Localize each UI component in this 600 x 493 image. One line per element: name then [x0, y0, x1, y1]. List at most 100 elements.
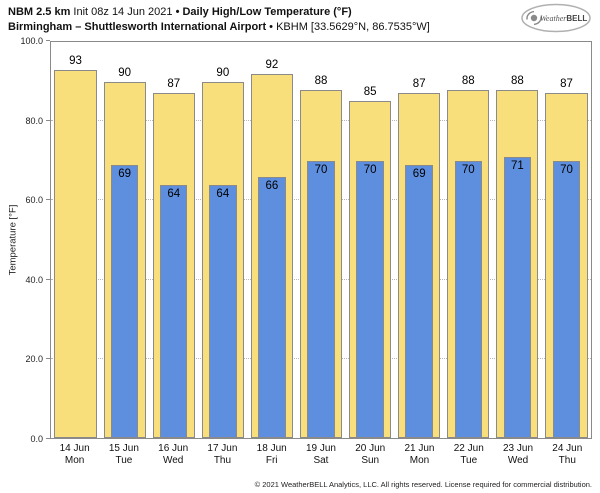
- y-tick-label: 100.0: [20, 36, 43, 46]
- high-value-label: 93: [69, 54, 82, 67]
- x-category-day: Thu: [213, 455, 232, 466]
- x-category-date: 21 Jun: [404, 443, 435, 454]
- y-tick-mark: [46, 278, 50, 280]
- y-axis-title: Temperature [°F]: [6, 41, 20, 439]
- x-category-date: 23 Jun: [503, 443, 534, 454]
- bar-group: 92 66: [247, 42, 296, 438]
- low-bar: [454, 160, 483, 438]
- high-value-label: 87: [412, 78, 426, 91]
- x-category-day: Sun: [361, 455, 380, 466]
- product-title: Daily High/Low Temperature (°F): [182, 6, 352, 18]
- x-category-label: 22 Jun Tue: [444, 443, 493, 473]
- y-tick-label: 20.0: [25, 354, 43, 365]
- weatherbell-logo: WeatherBELL: [520, 3, 592, 38]
- x-category-date: 14 Jun: [59, 443, 90, 454]
- x-category-day: Tue: [115, 455, 133, 466]
- x-category-label: 20 Jun Sun: [346, 443, 395, 473]
- low-bar: [503, 156, 532, 438]
- bar-group: 87 64: [149, 42, 198, 438]
- y-tick-mark: [46, 119, 50, 121]
- high-value-label: 90: [118, 66, 132, 79]
- x-category-date: 24 Jun: [552, 443, 583, 454]
- header-line-2: Birmingham – Shuttlesworth International…: [8, 20, 592, 35]
- init-time: Init 08z 14 Jun 2021: [73, 6, 173, 18]
- chart-header: NBM 2.5 km Init 08z 14 Jun 2021 • Daily …: [6, 3, 592, 38]
- high-value-label: 85: [363, 86, 377, 99]
- bar-group: 90 69: [100, 42, 149, 438]
- bar-group: 87 69: [395, 42, 444, 438]
- high-value-label: 87: [560, 78, 573, 91]
- y-axis-title-text: Temperature [°F]: [7, 204, 19, 276]
- bar-group: 87 70: [542, 42, 591, 438]
- low-value-label: 64: [216, 187, 230, 200]
- bar-group: 88 70: [444, 42, 493, 438]
- x-category-date: 15 Jun: [108, 443, 139, 454]
- x-category-label: 14 Jun Mon: [50, 443, 99, 473]
- bar-group: 93: [51, 42, 100, 438]
- y-tick-label: 0.0: [30, 434, 43, 444]
- bar-group: 85 70: [346, 42, 395, 438]
- low-bar: [356, 160, 384, 438]
- x-category-date: 22 Jun: [453, 443, 484, 454]
- high-value-label: 88: [461, 74, 475, 87]
- separator-bullet: •: [269, 21, 274, 33]
- x-category-day: Fri: [265, 455, 278, 466]
- hurricane-icon: [526, 10, 542, 26]
- low-value-label: 70: [560, 163, 573, 176]
- x-category-day: Wed: [507, 455, 529, 466]
- x-category-day: Mon: [64, 455, 85, 466]
- low-value-label: 69: [118, 167, 132, 180]
- y-tick-mark: [46, 40, 50, 41]
- x-category-day: Sat: [313, 455, 329, 466]
- separator-bullet: •: [175, 6, 180, 18]
- copyright-footer: © 2021 WeatherBELL Analytics, LLC. All r…: [254, 480, 592, 489]
- header-line-1: NBM 2.5 km Init 08z 14 Jun 2021 • Daily …: [8, 5, 592, 20]
- x-category-date: 16 Jun: [158, 443, 189, 454]
- x-category-date: 18 Jun: [256, 443, 287, 454]
- high-value-label: 90: [216, 66, 230, 79]
- logo-text: WeatherBELL: [540, 14, 587, 23]
- model-name: NBM 2.5 km: [8, 6, 71, 18]
- x-category-label: 16 Jun Wed: [149, 443, 198, 473]
- bar-group: 90 64: [198, 42, 247, 438]
- y-tick-label: 80.0: [25, 115, 43, 126]
- low-bar: [258, 176, 286, 438]
- bar-group: 88 71: [493, 42, 542, 438]
- x-category-label: 17 Jun Thu: [198, 443, 247, 473]
- high-low-temperature-bar-chart: Temperature [°F] 0.0 20.0 40.0 60.0 80.0 100.…: [6, 36, 592, 473]
- x-category-label: 19 Jun Sat: [296, 443, 345, 473]
- y-axis: 0.0 20.0 40.0 60.0 80.0 100.0: [20, 36, 50, 444]
- high-value-label: 88: [510, 74, 524, 87]
- low-value-label: 64: [167, 187, 181, 200]
- x-category-label: 21 Jun Mon: [395, 443, 444, 473]
- x-category-date: 17 Jun: [207, 443, 238, 454]
- x-category-label: 23 Jun Wed: [493, 443, 542, 473]
- x-category-date: 19 Jun: [305, 443, 336, 454]
- low-bar: [552, 160, 581, 438]
- bars-container: 93 90 69 87 64 90 64 92 66 88 70 85 70 87 69 88 70 88 71 87…: [51, 42, 591, 438]
- low-value-label: 66: [265, 179, 279, 192]
- y-tick-label: 60.0: [25, 195, 43, 206]
- low-bar: [307, 160, 335, 438]
- plot-area: 93 90 69 87 64 90 64 92 66 88 70 85 70 87 69 88 70 88 71 87…: [50, 41, 592, 439]
- logo-ellipse: [521, 3, 591, 33]
- x-category-label: 24 Jun Thu: [543, 443, 592, 473]
- low-bar: [159, 184, 188, 438]
- low-bar: [110, 164, 139, 438]
- station-name: Birmingham – Shuttlesworth International…: [8, 21, 267, 33]
- x-axis: 14 Jun Mon 15 Jun Tue 16 Jun Wed 17 Jun Thu 18 J…: [50, 439, 592, 473]
- x-category-day: Thu: [558, 455, 576, 466]
- high-value-label: 88: [314, 74, 328, 87]
- x-category-label: 15 Jun Tue: [99, 443, 148, 473]
- low-value-label: 70: [314, 163, 328, 176]
- low-value-label: 69: [412, 167, 426, 180]
- x-category-day: Tue: [460, 455, 478, 466]
- high-value-label: 87: [167, 78, 181, 91]
- x-category-day: Wed: [162, 455, 184, 466]
- high-value-label: 92: [265, 58, 279, 71]
- y-tick-mark: [46, 438, 50, 439]
- low-value-label: 70: [461, 163, 475, 176]
- y-tick-label: 40.0: [25, 274, 43, 285]
- y-tick-mark: [46, 199, 50, 201]
